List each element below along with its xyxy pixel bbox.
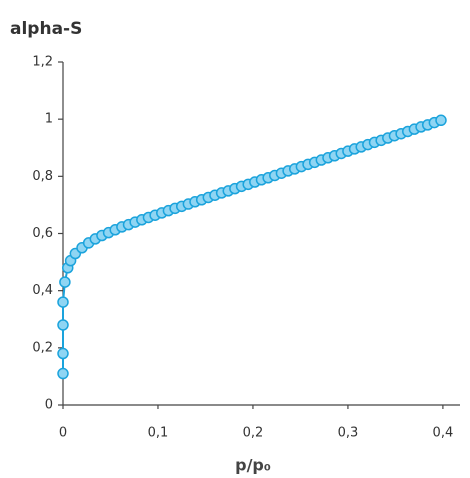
x-tick-label: 0,2 [243, 426, 264, 441]
y-tick-label: 0,8 [32, 169, 53, 184]
data-point [57, 296, 69, 308]
y-axis-label: alpha-S [10, 19, 82, 39]
data-line [62, 119, 442, 374]
data-point [59, 276, 71, 288]
y-tick-label: 0,4 [32, 283, 53, 298]
data-point [435, 114, 447, 127]
y-tick-label: 0,2 [32, 340, 53, 355]
data-point [57, 347, 69, 360]
y-tick-label: 0 [45, 398, 53, 413]
x-tick-label: 0,1 [148, 426, 169, 441]
x-tick-label: 0,4 [433, 426, 454, 441]
data-point [57, 367, 69, 380]
x-tick-label: 0,3 [338, 426, 359, 441]
x-axis-label: p/p₀ [235, 456, 271, 475]
y-tick-label: 1,2 [32, 55, 53, 70]
y-tick-label: 0,6 [32, 226, 53, 241]
y-tick-label: 1 [45, 112, 53, 127]
data-point [57, 319, 69, 331]
x-tick-label: 0 [59, 426, 67, 441]
